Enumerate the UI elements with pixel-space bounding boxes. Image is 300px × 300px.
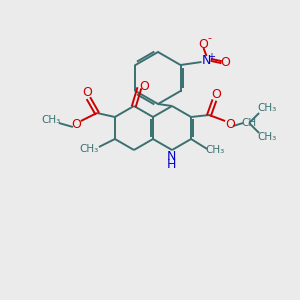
Text: CH₃: CH₃ bbox=[206, 145, 225, 155]
Text: +: + bbox=[208, 52, 215, 62]
Text: O: O bbox=[225, 118, 235, 130]
Text: N: N bbox=[202, 55, 211, 68]
Text: H: H bbox=[167, 158, 176, 170]
Text: CH₃: CH₃ bbox=[257, 103, 277, 113]
Text: O: O bbox=[139, 80, 149, 93]
Text: -: - bbox=[208, 33, 212, 43]
Text: CH₃: CH₃ bbox=[79, 144, 98, 154]
Text: CH₃: CH₃ bbox=[41, 115, 61, 125]
Text: N: N bbox=[167, 151, 176, 164]
Text: CH₃: CH₃ bbox=[257, 132, 277, 142]
Text: CH: CH bbox=[242, 118, 257, 128]
Text: O: O bbox=[220, 56, 230, 70]
Text: O: O bbox=[82, 85, 92, 98]
Text: O: O bbox=[211, 88, 221, 100]
Text: O: O bbox=[71, 118, 81, 130]
Text: O: O bbox=[199, 38, 208, 50]
